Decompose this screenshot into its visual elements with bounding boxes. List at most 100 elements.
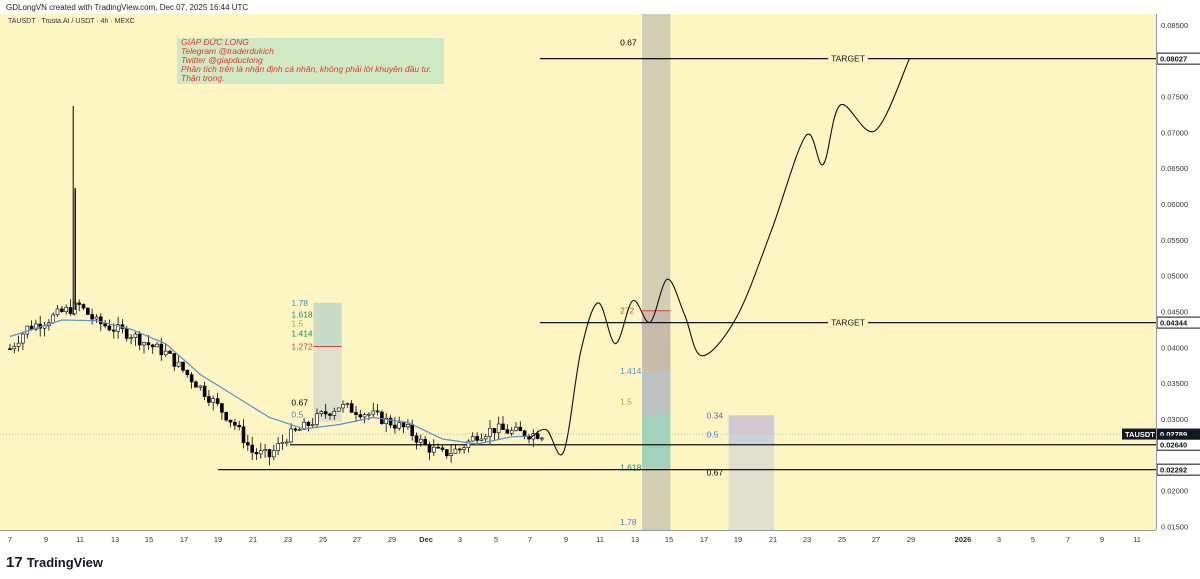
candle-body [418, 438, 423, 443]
candle-body [332, 410, 337, 416]
candle-body [293, 428, 298, 431]
fib-label: 1.618 [291, 309, 313, 319]
price-label-text: 0.02292 [1160, 466, 1187, 475]
candle-body [310, 424, 315, 427]
fib-label: 1.78 [620, 517, 637, 527]
note-line: Telegram @traderdukich [181, 46, 274, 56]
projection-path [528, 58, 911, 456]
price-tick: 0.05000 [1161, 272, 1188, 281]
candle-body [375, 410, 380, 413]
price-plot[interactable]: 1.781.6181.51.4141.2720.670.50.672721.41… [0, 14, 1156, 530]
fib-band [728, 434, 775, 445]
candle-body [401, 422, 406, 428]
candle-body [380, 411, 384, 424]
candle-body [124, 328, 129, 339]
current-price-text: 0.02789 [1160, 430, 1187, 439]
candle-body [64, 307, 68, 312]
candle-body [466, 440, 471, 448]
candle-body [55, 308, 60, 316]
fib-label: 0.5 [291, 410, 303, 420]
candle-body [198, 385, 203, 388]
candle-body [133, 333, 138, 338]
time-tick: 7 [1066, 535, 1070, 544]
price-label-text: 0.04344 [1160, 319, 1188, 328]
candle-body [60, 308, 64, 312]
candle-body [518, 426, 523, 432]
time-tick: 9 [564, 535, 568, 544]
candle-body [90, 314, 94, 320]
fib-band [642, 414, 671, 468]
fib-label: 1.78 [291, 298, 308, 308]
candle-body [483, 436, 488, 440]
candle-body [319, 411, 324, 415]
time-tick: 27 [872, 535, 880, 544]
candle-body [470, 436, 475, 442]
fib-label: 1.272 [291, 342, 313, 352]
candle-body [328, 413, 332, 416]
price-tick: 0.03500 [1161, 379, 1188, 388]
fib-label: 1.414 [291, 329, 313, 339]
price-label-text: 0.02640 [1160, 441, 1187, 450]
time-tick: 25 [838, 535, 846, 544]
time-tick: 13 [111, 535, 119, 544]
time-axis[interactable]: 7 9 11 13 15 17 19 21 23 25 27 29 Dec 3 5 7 9 11 13 15 17 19 2… [0, 530, 1156, 547]
footer: 17 TradingView [6, 554, 103, 571]
candle-body [289, 428, 293, 443]
time-tick: 7 [528, 535, 532, 544]
time-tick: 23 [803, 535, 811, 544]
chart-credit: GDLongVN created with TradingView.com, D… [6, 3, 249, 12]
candle-body [462, 447, 466, 450]
time-tick: 17 [180, 535, 188, 544]
candle-body [172, 353, 177, 367]
candle-body [211, 398, 215, 403]
fib-label: 0.34 [707, 410, 724, 420]
candle-body [86, 307, 90, 315]
time-tick: 5 [1031, 535, 1035, 544]
candle-body [457, 448, 462, 451]
fib-band [642, 370, 671, 415]
target-label: TARGET [831, 318, 865, 328]
price-tick: 0.07000 [1161, 128, 1188, 137]
price-axis[interactable]: 0.08500 0.07500 0.07000 0.06500 0.06000 0.055… [1156, 14, 1200, 531]
candle-body [427, 444, 432, 453]
current-price-tag [1157, 428, 1200, 440]
price-tick: 0.03000 [1161, 415, 1188, 424]
candle-body [129, 337, 133, 339]
fib-label: 272 [620, 306, 634, 316]
fib-label: 0.67 [707, 468, 724, 478]
fib-band [313, 302, 342, 347]
candle-body [410, 424, 415, 436]
chart-area[interactable]: 1.78 1.618 1.5 1.414 1.272 0.67 0.5 0.67 272 1.41… [0, 14, 1156, 530]
candle-body [492, 428, 497, 434]
author-note: GIÁP ĐỨC LONG Telegram @traderdukich Twi… [177, 38, 444, 84]
symbol-info: TAUSDT · Trusta.AI / USDT · 4h · MEXC [8, 18, 135, 25]
candle-body [336, 407, 341, 412]
tradingview-logo-icon: 17 [6, 554, 23, 571]
candle-body [276, 443, 280, 452]
candle-body [501, 423, 505, 430]
note-line: GIÁP ĐỨC LONG [181, 37, 249, 47]
candle-body [479, 438, 484, 441]
candle-body [358, 414, 363, 418]
candle-body [509, 430, 514, 434]
time-tick: 5 [494, 535, 498, 544]
candle-body [34, 323, 38, 330]
candle-body [12, 346, 17, 350]
time-tick: 21 [769, 535, 777, 544]
target-label-bg [828, 53, 868, 64]
price-tick: 0.06500 [1161, 164, 1188, 173]
candle-body [284, 441, 289, 444]
candle-body [267, 449, 272, 458]
time-tick: 29 [907, 535, 915, 544]
time-tick: 11 [76, 535, 84, 544]
candle-body [505, 429, 510, 434]
candle-body [155, 343, 159, 348]
time-tick: Dec [419, 535, 433, 544]
fib-label: 0.67 [620, 38, 637, 48]
candle-body [99, 316, 103, 325]
candle-body [77, 302, 81, 305]
candle-body [94, 316, 99, 320]
candle-body [237, 425, 241, 428]
fib-band [728, 415, 775, 435]
candle-body [397, 422, 402, 429]
